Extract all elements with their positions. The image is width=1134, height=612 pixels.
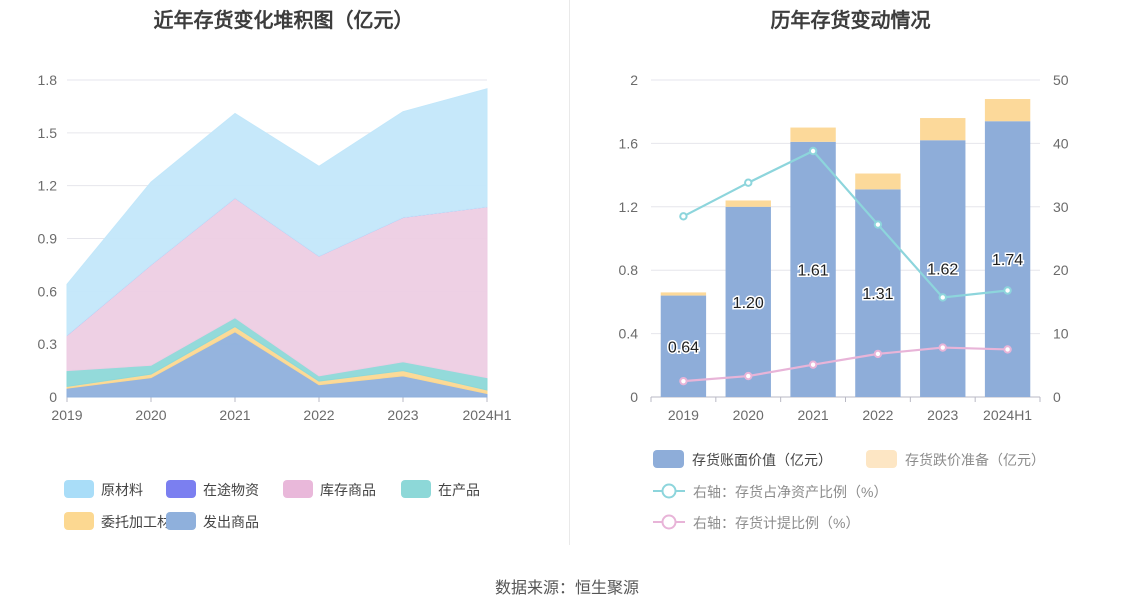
legend-label: 原材料 — [101, 482, 143, 498]
bar-存货账面价值（亿元） — [920, 140, 966, 398]
line-point — [1003, 345, 1012, 354]
y2-tick-label: 30 — [1053, 199, 1069, 215]
line-point — [744, 371, 753, 381]
y2-tick-label: 40 — [1053, 135, 1069, 151]
y2-tick-label: 20 — [1053, 262, 1069, 278]
line-point — [808, 146, 818, 156]
x-tick-label: 2020 — [135, 407, 166, 423]
line-point — [679, 376, 688, 386]
bar-value-label: 1.62 — [927, 262, 958, 279]
line-point — [744, 178, 753, 187]
y-tick-label: 0 — [630, 389, 638, 405]
x-tick-label: 2021 — [219, 407, 250, 423]
right-chart-title: 历年存货变动情况 — [770, 10, 931, 32]
chart-divider — [569, 0, 570, 545]
line-point — [679, 212, 688, 221]
legend-swatch — [866, 450, 897, 468]
legend-swatch — [653, 450, 684, 468]
y-tick-label: 1.8 — [38, 72, 58, 88]
line-point — [1003, 286, 1012, 295]
legend-label: 委托加工材料 — [101, 514, 185, 530]
y2-tick-label: 50 — [1053, 72, 1069, 88]
y-tick-label: 0.9 — [38, 231, 58, 247]
y-tick-label: 0 — [49, 389, 57, 405]
line-point — [938, 343, 947, 352]
legend-label: 库存商品 — [320, 482, 376, 498]
y2-tick-label: 10 — [1053, 326, 1069, 342]
line-point — [873, 349, 883, 359]
left-chart-title: 近年存货变化堆积图（亿元） — [153, 10, 414, 32]
y-tick-label: 0.6 — [38, 283, 58, 299]
bar-value-label: 1.61 — [798, 262, 829, 279]
bar-存货跌价准备（亿元） — [660, 292, 707, 296]
legend-swatch — [401, 480, 431, 498]
legend-label: 在产品 — [438, 482, 480, 498]
bar-value-label: 1.74 — [992, 252, 1023, 269]
x-tick-label: 2019 — [668, 407, 699, 423]
stacked-area-chart: 0 0.3 0.6 0.9 1.2 1.5 1.8 2019 2020 2021 2022 2023 2… — [38, 72, 512, 530]
x-tick-label: 2021 — [798, 407, 829, 423]
x-tick-label: 2024H1 — [983, 407, 1032, 423]
y2-tick-label: 0 — [1053, 389, 1061, 405]
y-tick-label: 0.4 — [619, 326, 639, 342]
bar-value-label: 1.31 — [862, 286, 893, 303]
legend-swatch — [64, 480, 94, 498]
line-右轴：存货计提比例（%） — [683, 346, 1008, 383]
x-tick-label: 2022 — [862, 407, 893, 423]
line-point — [808, 360, 818, 369]
y-tick-label: 0.8 — [619, 262, 639, 278]
x-tick-label: 2019 — [51, 407, 82, 423]
y-tick-label: 1.6 — [619, 135, 639, 151]
bar-存货账面价值（亿元） — [790, 141, 836, 397]
y-tick-label: 2 — [630, 72, 638, 88]
y-tick-label: 1.5 — [38, 125, 58, 141]
legend-swatch — [64, 512, 94, 530]
line-point — [873, 220, 883, 229]
bar-value-label: 1.20 — [733, 295, 764, 312]
legend-marker — [661, 483, 677, 499]
bar-value-label: 0.64 — [668, 339, 699, 356]
legend-label: 存货跌价准备（亿元） — [905, 452, 1045, 468]
legend-swatch — [166, 480, 196, 498]
y-tick-label: 1.2 — [619, 199, 639, 215]
y-tick-label: 0.3 — [38, 336, 58, 352]
bar-存货账面价值（亿元） — [725, 206, 771, 397]
x-tick-label: 2020 — [733, 407, 764, 423]
bar-存货跌价准备（亿元） — [790, 127, 836, 142]
legend-label: 存货账面价值（亿元） — [692, 452, 832, 468]
line-point — [938, 293, 947, 302]
legend-label: 在途物资 — [203, 482, 259, 498]
legend-label: 发出商品 — [203, 514, 259, 530]
bar-存货跌价准备（亿元） — [984, 99, 1031, 122]
area-series-原材料 — [66, 88, 488, 337]
bar-存货跌价准备（亿元） — [920, 118, 966, 141]
bar-存货跌价准备（亿元） — [855, 173, 901, 190]
line-右轴：存货占净资产比例（%） — [682, 149, 1008, 299]
x-tick-label: 2022 — [303, 407, 334, 423]
legend-swatch — [166, 512, 196, 530]
data-source: 数据来源：恒生聚源 — [494, 580, 639, 597]
y-tick-label: 1.2 — [38, 178, 58, 194]
bar-存货跌价准备（亿元） — [725, 200, 771, 207]
legend-label: 右轴：存货计提比例（%） — [693, 515, 859, 531]
legend-marker — [661, 514, 677, 530]
x-tick-label: 2024H1 — [462, 407, 511, 423]
legend-label: 右轴：存货占净资产比例（%） — [693, 484, 887, 500]
x-tick-label: 2023 — [387, 407, 418, 423]
x-tick-label: 2023 — [927, 407, 958, 423]
legend-swatch — [283, 480, 313, 498]
